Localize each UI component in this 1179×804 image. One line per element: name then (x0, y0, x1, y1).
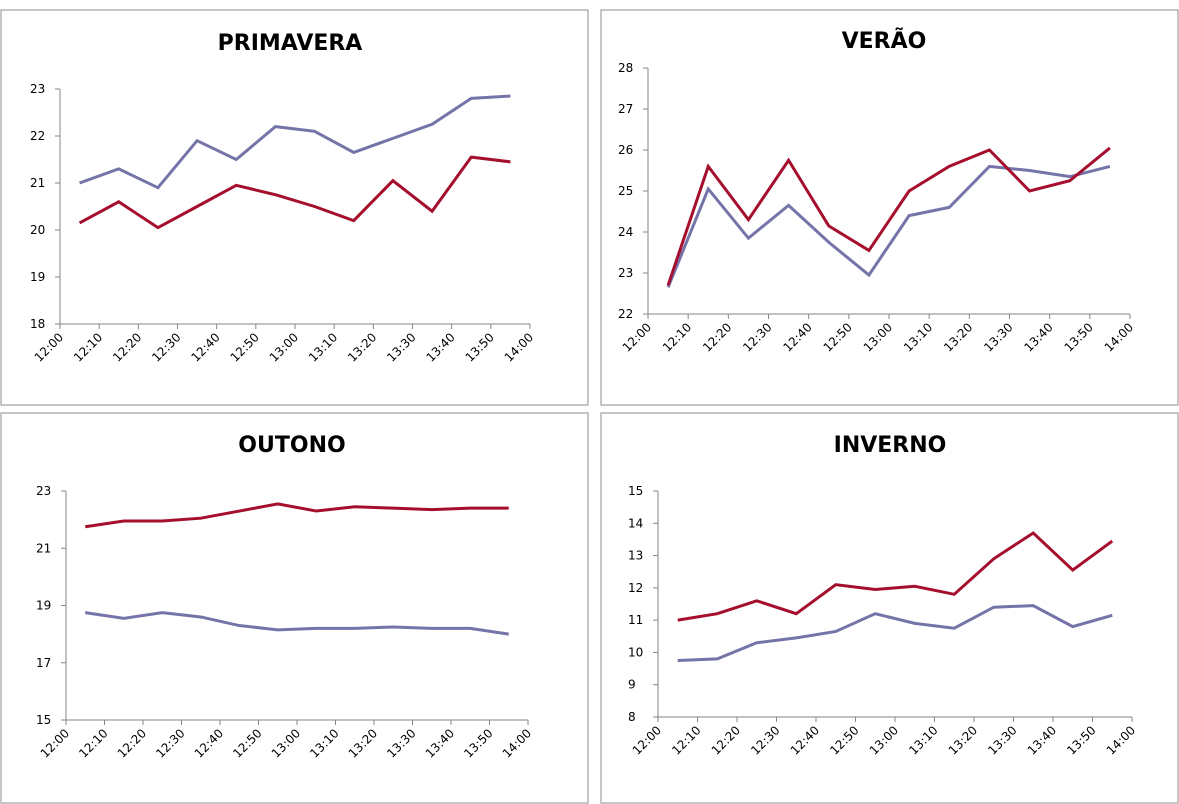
chart-title: VERÃO (842, 28, 927, 54)
y-tick-label: 18 (30, 317, 45, 331)
y-tick-label: 19 (36, 599, 51, 613)
chart-title: INVERNO (834, 433, 947, 458)
y-tick-label: 21 (30, 176, 45, 190)
y-tick-label: 23 (36, 484, 51, 498)
series-line (677, 604, 1113, 662)
y-tick-label: 21 (36, 541, 51, 555)
y-tick-label: 20 (30, 223, 45, 237)
chart-panel (600, 412, 1179, 804)
chart-panel (600, 9, 1179, 406)
series-line (85, 611, 509, 636)
series-line (666, 164, 1111, 288)
y-tick-label: 13 (628, 549, 643, 563)
y-tick-label: 9 (628, 678, 636, 692)
chart-panel (0, 9, 589, 406)
y-tick-label: 14 (628, 516, 643, 530)
y-tick-label: 24 (618, 225, 633, 239)
y-tick-label: 27 (618, 102, 633, 116)
series-line (677, 531, 1114, 622)
y-tick-label: 11 (628, 613, 643, 627)
y-tick-label: 22 (30, 129, 45, 143)
series-line (78, 155, 511, 230)
y-tick-label: 10 (628, 645, 643, 659)
y-tick-label: 23 (30, 82, 45, 96)
y-tick-label: 25 (618, 184, 633, 198)
y-tick-label: 22 (618, 307, 633, 321)
y-tick-label: 12 (628, 581, 643, 595)
y-tick-label: 17 (36, 656, 51, 670)
y-tick-label: 23 (618, 266, 633, 280)
y-tick-label: 8 (628, 710, 636, 724)
series-line (666, 146, 1111, 286)
chart-title: OUTONO (238, 433, 345, 458)
y-tick-label: 19 (30, 270, 45, 284)
series-line (85, 502, 509, 529)
series-line (79, 94, 511, 190)
chart-title: PRIMAVERA (218, 31, 363, 56)
y-tick-label: 26 (618, 143, 633, 157)
y-tick-label: 28 (618, 61, 633, 75)
y-tick-label: 15 (628, 484, 643, 498)
y-tick-label: 15 (36, 713, 51, 727)
chart-panel (0, 412, 589, 804)
